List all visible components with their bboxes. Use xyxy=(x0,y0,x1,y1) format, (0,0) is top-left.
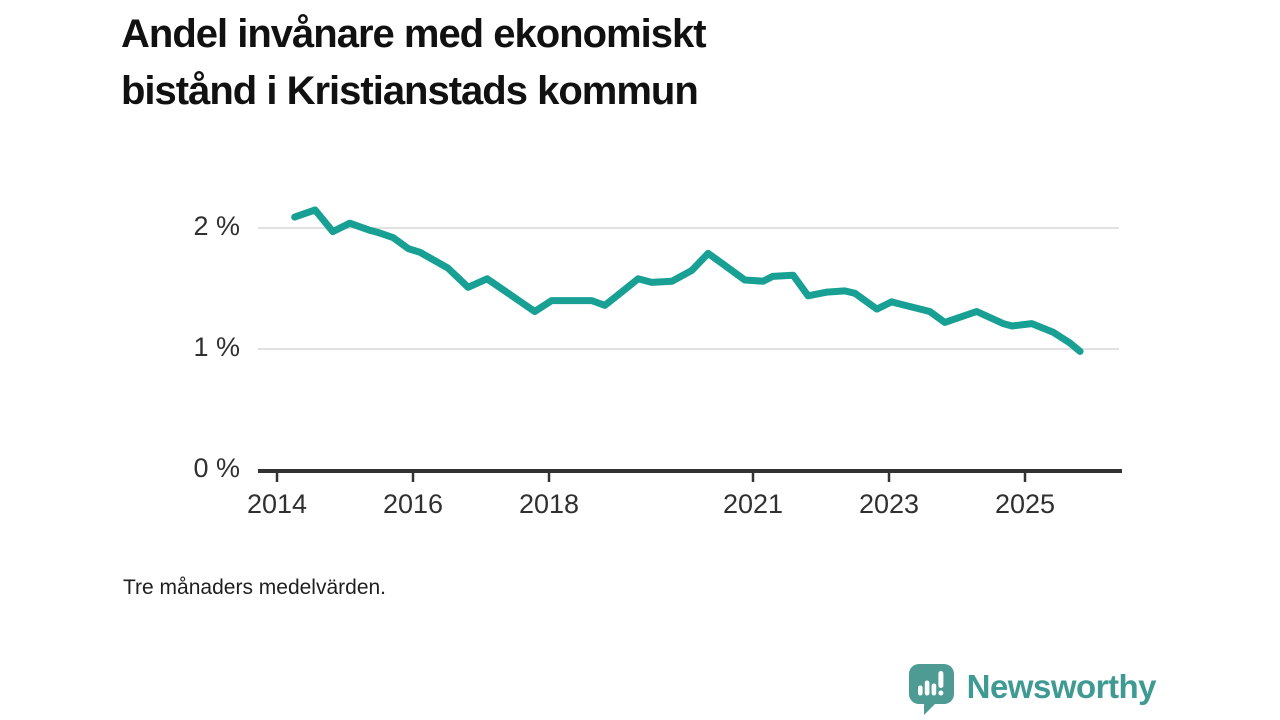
x-tick-label: 2014 xyxy=(246,489,308,519)
newsworthy-logo-text: Newsworthy xyxy=(966,668,1157,705)
x-tick-label: 2023 xyxy=(858,489,920,519)
x-tick-label: 2021 xyxy=(722,489,784,519)
y-tick-label: 2 % xyxy=(193,211,240,241)
chart-title: Andel invånare med ekonomiskt bistånd i … xyxy=(121,6,1021,120)
y-tick-label: 1 % xyxy=(193,332,240,362)
y-tick-label: 0 % xyxy=(193,453,240,483)
newsworthy-logo: Newsworthy xyxy=(908,663,1157,715)
chart-title-line-1: Andel invånare med ekonomiskt xyxy=(121,12,707,56)
chart-title-line-2: bistånd i Kristianstads kommun xyxy=(121,69,699,113)
bar-chart-speech-bubble-icon xyxy=(908,664,954,715)
x-tick-label: 2016 xyxy=(382,489,444,519)
x-tick-label: 2018 xyxy=(518,489,580,519)
data-line-series xyxy=(291,206,1084,355)
chart-footnote: Tre månaders medelvärden. xyxy=(123,576,387,599)
x-tick-label: 2025 xyxy=(994,489,1056,519)
